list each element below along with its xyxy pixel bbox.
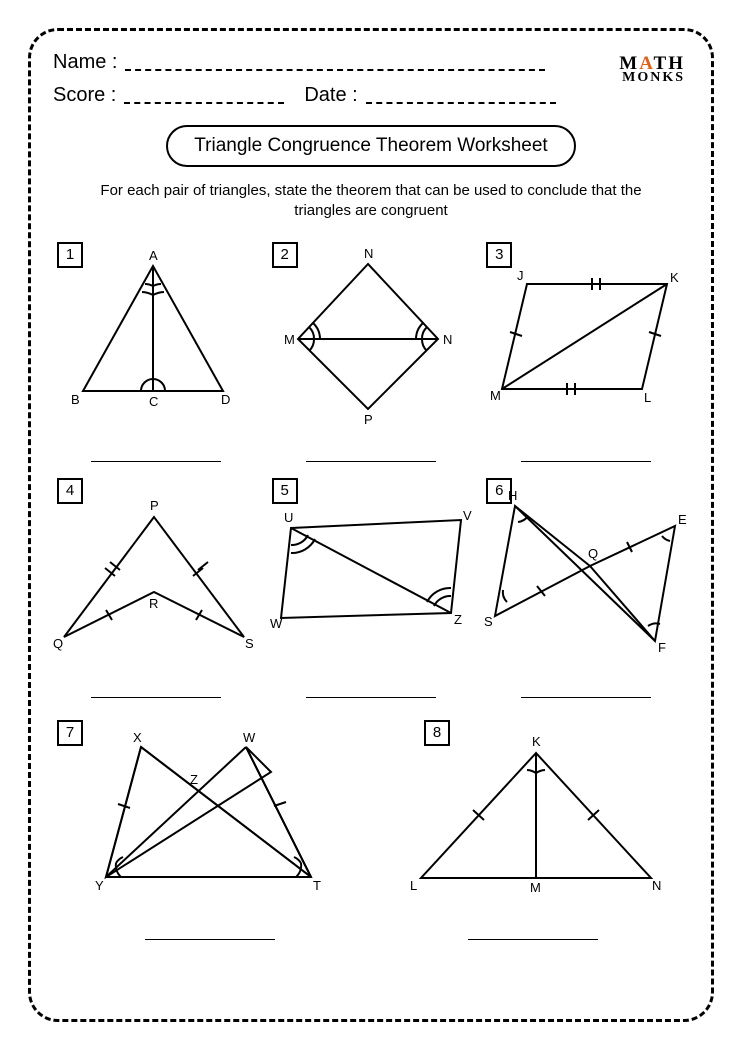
score-date-row: Score : Date : xyxy=(53,84,689,107)
svg-text:C: C xyxy=(149,394,158,409)
svg-text:V: V xyxy=(463,508,472,523)
problem-4: 4 P Q R S xyxy=(53,472,260,702)
svg-text:F: F xyxy=(658,640,666,655)
problem-6: 6 H E Q S F xyxy=(482,472,689,702)
svg-text:P: P xyxy=(364,412,373,427)
svg-text:S: S xyxy=(484,614,493,629)
problem-7: 7 X W Z Y xyxy=(53,714,366,944)
name-row: Name : xyxy=(53,51,689,74)
name-line[interactable] xyxy=(125,69,545,71)
problem-8: 8 K L M N xyxy=(376,714,689,944)
answer-line[interactable] xyxy=(306,697,436,698)
instructions: For each pair of triangles, state the th… xyxy=(93,181,649,222)
problem-3: 3 J K M L xyxy=(482,236,689,466)
logo-monks: MONKS xyxy=(619,72,685,85)
svg-text:Q: Q xyxy=(588,546,598,561)
svg-text:D: D xyxy=(221,392,230,407)
date-label: Date : xyxy=(304,84,357,107)
svg-text:U: U xyxy=(284,510,293,525)
svg-text:Y: Y xyxy=(95,878,104,893)
svg-text:L: L xyxy=(644,390,651,405)
svg-text:M: M xyxy=(284,332,295,347)
problems-row-3: 7 X W Z Y xyxy=(53,714,689,944)
answer-line[interactable] xyxy=(521,697,651,698)
svg-text:N: N xyxy=(443,332,452,347)
worksheet-title: Triangle Congruence Theorem Worksheet xyxy=(166,125,575,167)
svg-text:K: K xyxy=(670,270,679,285)
svg-text:W: W xyxy=(243,730,256,745)
svg-text:M: M xyxy=(530,880,541,895)
date-line[interactable] xyxy=(366,102,556,104)
answer-line[interactable] xyxy=(521,461,651,462)
svg-text:J: J xyxy=(517,268,524,283)
answer-line[interactable] xyxy=(145,939,275,940)
svg-text:R: R xyxy=(149,596,158,611)
problem-1: 1 A B C D xyxy=(53,236,260,466)
name-label: Name : xyxy=(53,51,117,74)
svg-text:X: X xyxy=(133,730,142,745)
svg-text:S: S xyxy=(245,636,254,651)
svg-text:L: L xyxy=(410,878,417,893)
svg-text:E: E xyxy=(678,512,687,527)
logo: MATH MONKS xyxy=(619,55,685,85)
svg-text:N: N xyxy=(652,878,661,893)
svg-text:B: B xyxy=(71,392,80,407)
score-line[interactable] xyxy=(124,102,284,104)
problem-2: 2 N M N P xyxy=(268,236,475,466)
problem-5: 5 U V W Z xyxy=(268,472,475,702)
svg-text:Q: Q xyxy=(53,636,63,651)
svg-text:M: M xyxy=(490,388,501,403)
svg-text:P: P xyxy=(150,498,159,513)
svg-text:Z: Z xyxy=(454,612,462,627)
svg-text:T: T xyxy=(313,878,321,893)
answer-line[interactable] xyxy=(91,461,221,462)
answer-line[interactable] xyxy=(306,461,436,462)
svg-text:A: A xyxy=(149,248,158,263)
answer-line[interactable] xyxy=(91,697,221,698)
svg-text:K: K xyxy=(532,734,541,749)
svg-text:Z: Z xyxy=(190,772,198,787)
worksheet-frame: MATH MONKS Name : Score : Date : Triangl… xyxy=(28,28,714,1022)
svg-text:N: N xyxy=(364,246,373,261)
svg-text:W: W xyxy=(270,616,283,631)
score-label: Score : xyxy=(53,84,116,107)
svg-text:H: H xyxy=(508,488,517,503)
answer-line[interactable] xyxy=(468,939,598,940)
